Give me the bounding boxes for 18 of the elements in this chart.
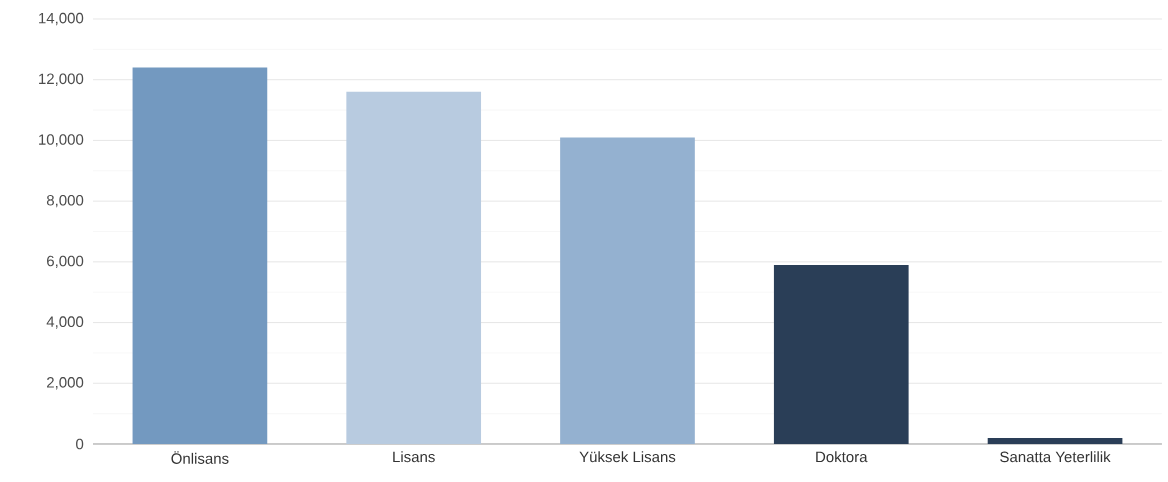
bar [987,437,1123,444]
x-tick-label: Yüksek Lisans [579,451,676,463]
y-tick-label: 14,000 [39,12,84,26]
y-tick-label: 4,000 [46,316,84,329]
y-tick-label: 8,000 [46,194,84,208]
y-tick-label: 12,000 [39,73,84,86]
y-tick-label: 0 [76,438,84,450]
y-tick-label: 2,000 [47,377,84,390]
bar [560,137,695,444]
bar [773,264,909,444]
x-tick-label: Sanatta Yeterlilik [1000,451,1111,463]
bar [132,67,268,444]
x-tick-label: Lisans [393,451,435,463]
y-tick-label: 10,000 [39,134,84,147]
bar [346,91,482,444]
y-tick-label: 6,000 [47,255,84,269]
x-tick-label: Doktora [816,451,868,463]
x-tick-label: Önlisans [171,451,229,464]
